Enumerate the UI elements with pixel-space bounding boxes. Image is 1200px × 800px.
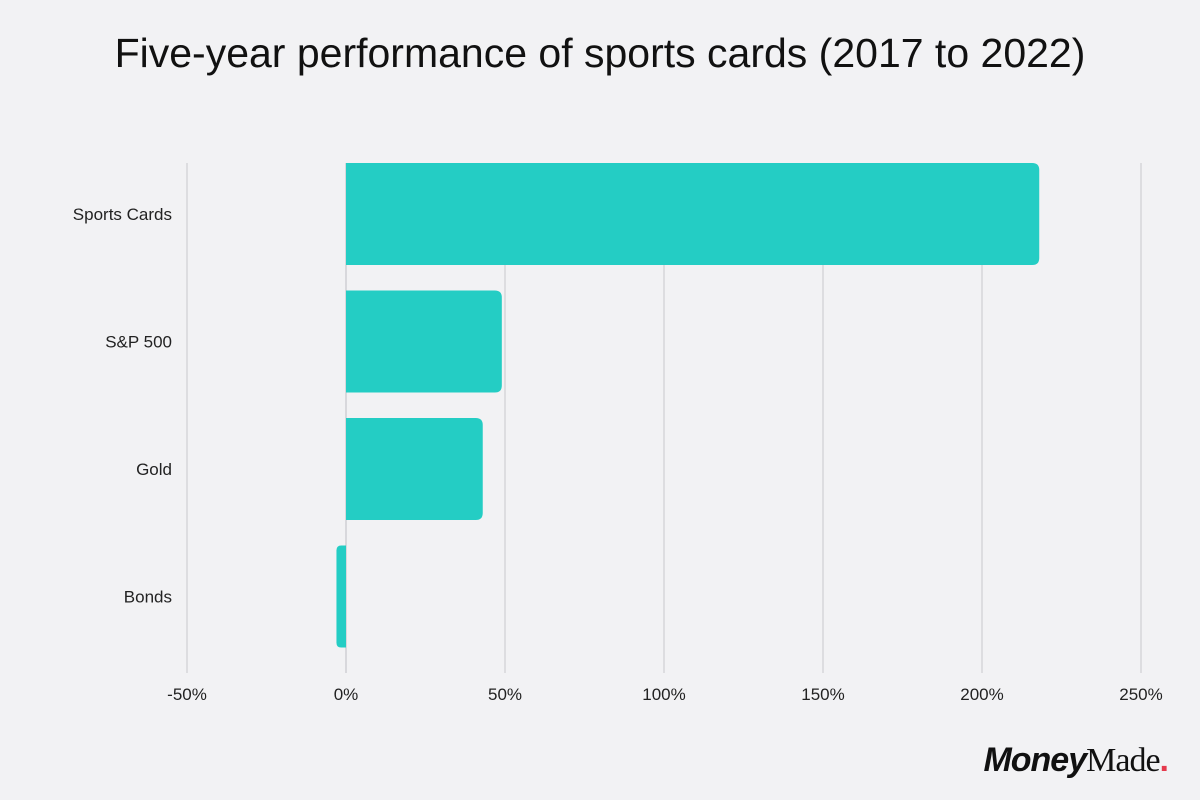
bar-bonds — [336, 545, 346, 648]
logo-word-money: Money — [983, 741, 1087, 779]
bar-s-p-500 — [346, 290, 502, 393]
x-tick-label: 150% — [801, 685, 844, 704]
category-label: Sports Cards — [73, 205, 172, 224]
moneymade-logo: MoneyMade. — [983, 741, 1170, 780]
bar-gold — [346, 418, 483, 520]
category-labels: Sports Cards S&P 500 Gold Bonds — [73, 205, 172, 607]
x-tick-label: 100% — [642, 685, 685, 704]
x-tick-label: 50% — [488, 685, 522, 704]
category-label: S&P 500 — [105, 333, 172, 352]
bar-sports-cards — [346, 163, 1040, 265]
x-axis-ticks: -50% 0% 50% 100% 150% 200% 250% — [167, 685, 1163, 704]
x-tick-label: -50% — [167, 685, 207, 704]
bars — [336, 163, 1040, 648]
category-label: Bonds — [124, 588, 172, 607]
category-label: Gold — [136, 460, 172, 479]
x-tick-label: 200% — [960, 685, 1003, 704]
logo-dot: . — [1159, 741, 1170, 779]
x-tick-label: 250% — [1119, 685, 1162, 704]
logo-word-made: Made — [1086, 742, 1160, 779]
chart-title: Five-year performance of sports cards (2… — [114, 30, 1086, 76]
x-tick-label: 0% — [334, 685, 359, 704]
